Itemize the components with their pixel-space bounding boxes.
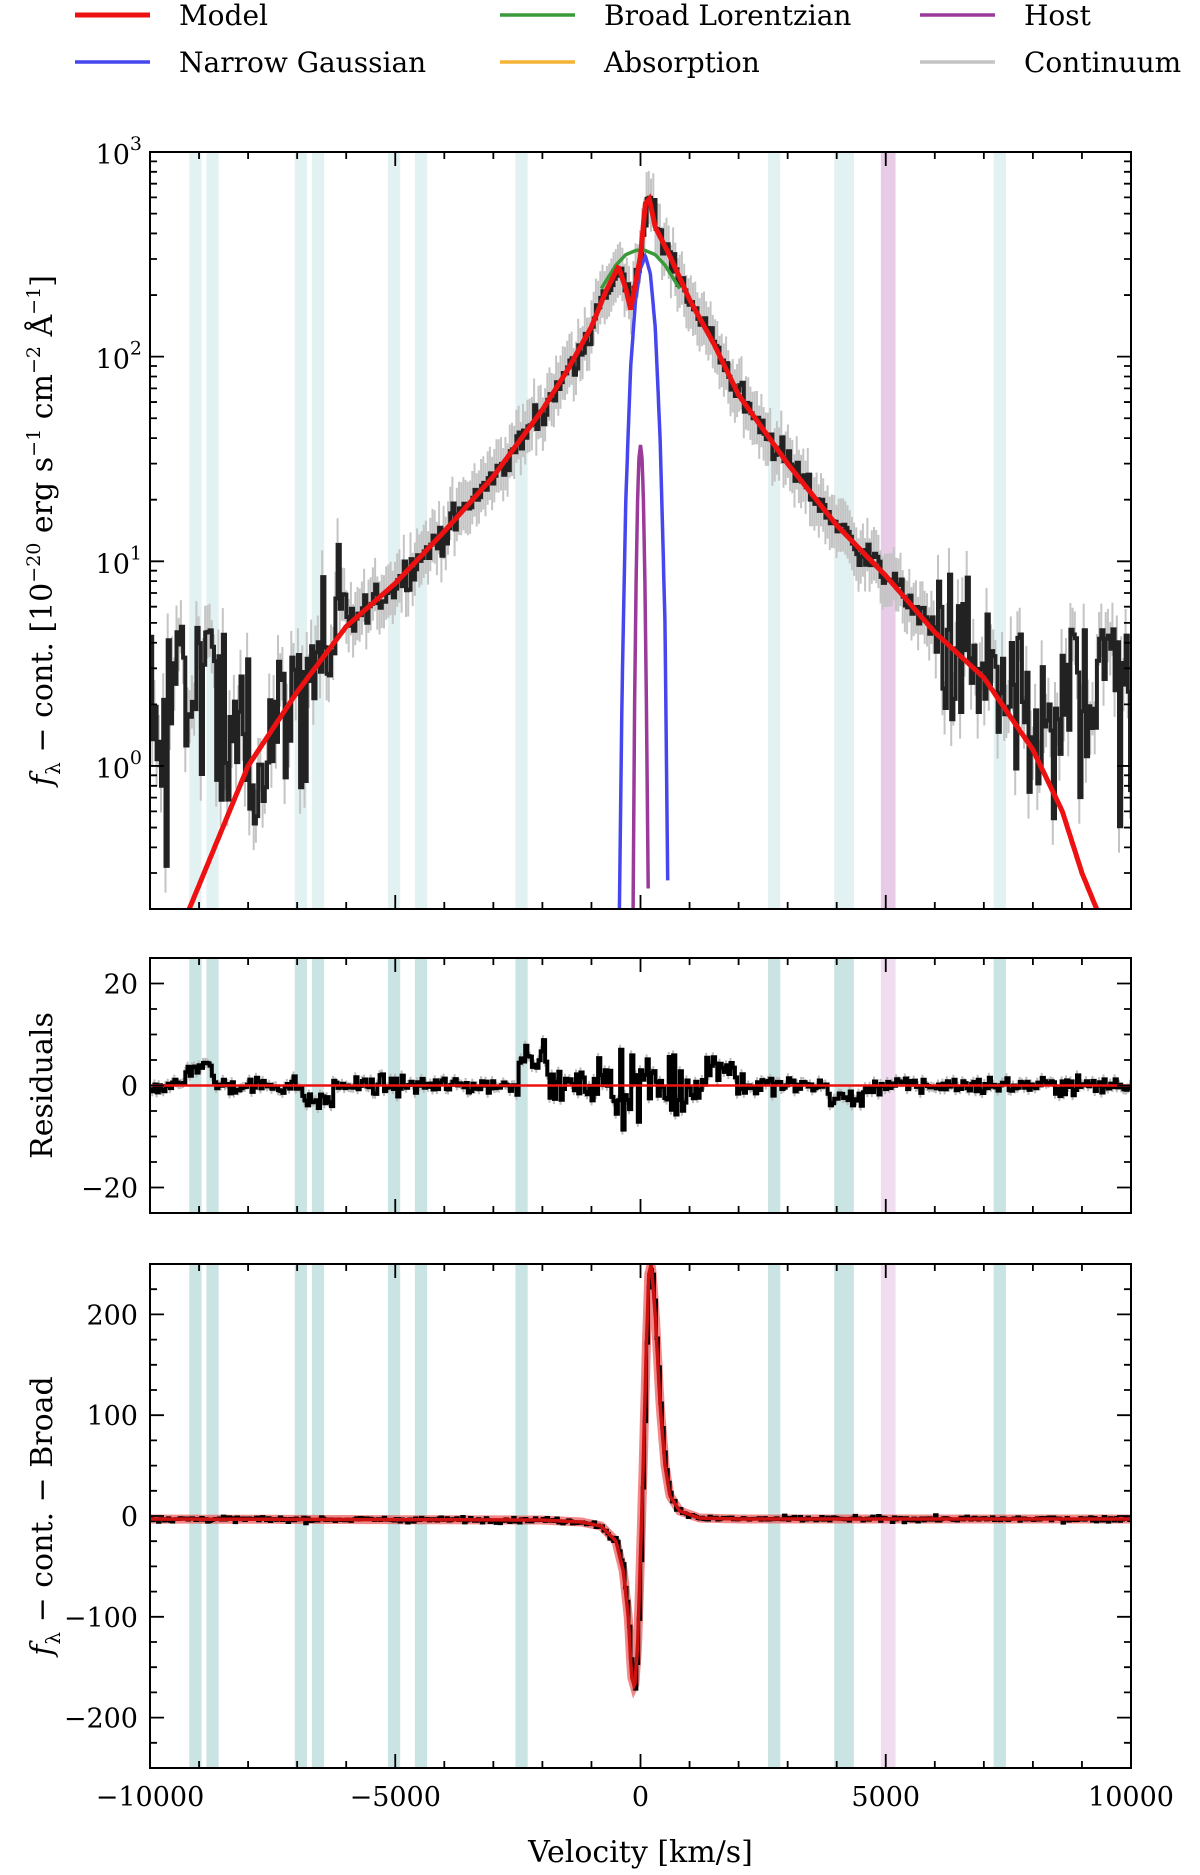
plot-area-spectrum xyxy=(150,152,1131,909)
ticks-narrow-residual xyxy=(149,1263,1132,1769)
panel-narrow-residual: −200 −100 0 100 200 fλ − cont. − Broad −10000 −… xyxy=(25,1263,1174,1870)
legend-label-2: Host xyxy=(1024,0,1092,32)
host-band-0 xyxy=(880,152,896,909)
legend-label-3: Narrow Gaussian xyxy=(179,46,426,79)
panel-residuals: −20 0 20 Residuals xyxy=(25,957,1132,1214)
legend-label-5: Continuum xyxy=(1024,46,1181,79)
panel-spectrum: 100 101 102 103 fλ − cont. [10−20 erg s−1 cm… xyxy=(23,133,1132,910)
mask-band-5 xyxy=(414,152,428,909)
mask-band-9 xyxy=(993,152,1006,909)
ytick-label-spectrum-1: 101 xyxy=(96,542,142,580)
ytick-label-residuals-1: 0 xyxy=(121,1072,138,1103)
ticks-residuals xyxy=(149,957,1132,1214)
residuals-observed xyxy=(150,1038,1131,1132)
ytick-label-spectrum-2: 102 xyxy=(96,338,142,376)
mask-band-6 xyxy=(515,152,528,909)
mask-band-0 xyxy=(189,152,202,909)
ytick-label-residuals-2: 20 xyxy=(104,970,138,1001)
xtick-label-3: 5000 xyxy=(851,1782,920,1813)
host-line xyxy=(631,444,650,909)
legend-label-1: Broad Lorentzian xyxy=(604,0,851,32)
mask-band-4 xyxy=(387,152,401,909)
legend-label-0: Model xyxy=(179,0,268,32)
ytick-label-narrow-residual-4: 200 xyxy=(86,1300,138,1331)
ticks-spectrum xyxy=(149,151,1132,910)
ytick-label-spectrum-0: 100 xyxy=(96,747,142,785)
plot-area-residuals xyxy=(150,958,1131,1213)
mask-band-7 xyxy=(768,152,781,909)
plot-area-narrow-residual xyxy=(150,1264,1131,1768)
ytick-label-narrow-residual-1: −100 xyxy=(64,1603,138,1634)
ylabel-narrow-residual: fλ − cont. − Broad xyxy=(25,1376,65,1658)
ytick-label-narrow-residual-2: 0 xyxy=(121,1502,138,1533)
ytick-label-narrow-residual-3: 100 xyxy=(86,1401,138,1432)
xtick-label-0: −10000 xyxy=(96,1782,205,1813)
model-line xyxy=(186,193,1100,909)
xlabel: Velocity [km/s] xyxy=(527,1835,753,1870)
xtick-label-1: −5000 xyxy=(350,1782,441,1813)
ytick-label-narrow-residual-0: −200 xyxy=(64,1704,138,1735)
xtick-label-4: 10000 xyxy=(1088,1782,1174,1813)
ytick-label-residuals-0: −20 xyxy=(81,1174,138,1205)
legend-label-4: Absorption xyxy=(603,46,760,79)
ylabel-residuals: Residuals xyxy=(25,1012,60,1159)
narrow-gaussian-line xyxy=(617,252,670,909)
ytick-label-spectrum-3: 103 xyxy=(96,133,142,171)
ylabel-spectrum: fλ − cont. [10−20 erg s−1 cm−2 Å−1] xyxy=(23,275,65,788)
xtick-label-2: 0 xyxy=(632,1782,649,1813)
mask-band-3 xyxy=(311,152,325,909)
legend: Model Broad Lorentzian Host Narrow Gaussian… xyxy=(75,0,1181,79)
narrow-model-line xyxy=(150,1264,1131,1691)
